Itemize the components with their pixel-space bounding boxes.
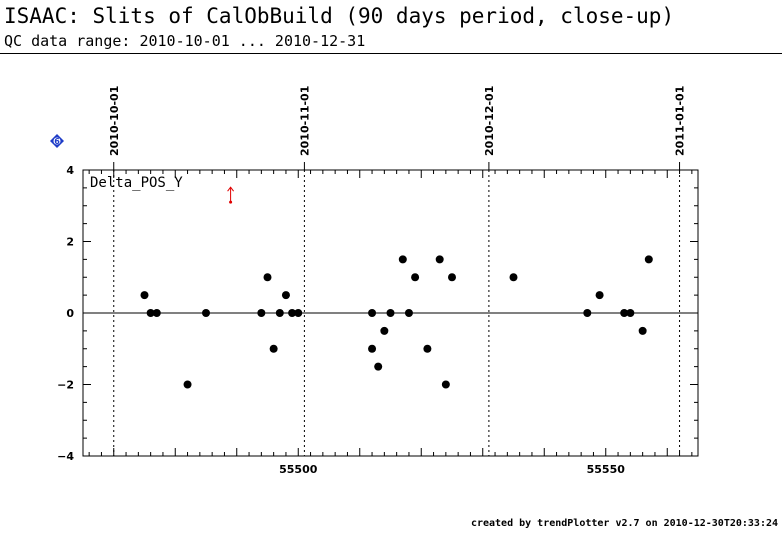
data-point xyxy=(595,291,604,300)
date-marker-label: 2010-11-01 xyxy=(298,86,311,156)
data-point xyxy=(626,309,635,317)
data-point xyxy=(140,291,149,300)
badge-label: 6 xyxy=(54,137,60,146)
outlier-arrow-head xyxy=(227,186,235,192)
data-point xyxy=(275,309,284,317)
outlier-point xyxy=(229,200,233,204)
y-tick-label: −2 xyxy=(57,379,74,392)
data-point xyxy=(152,309,161,317)
date-marker-label: 2010-10-01 xyxy=(108,86,121,156)
data-point xyxy=(183,380,192,389)
data-point xyxy=(368,309,377,317)
panel-label: Delta_POS_Y xyxy=(90,175,183,191)
y-tick-label: 4 xyxy=(66,164,74,177)
data-point xyxy=(583,309,592,317)
data-point xyxy=(441,380,450,389)
data-point xyxy=(368,344,377,353)
data-point xyxy=(269,344,278,353)
x-axis: 55500 55550 xyxy=(88,170,693,476)
y-tick-label: 0 xyxy=(66,307,74,320)
header-divider xyxy=(0,53,782,54)
chart-subtitle: QC data range: 2010-10-01 ... 2010-12-31 xyxy=(4,32,366,50)
data-point xyxy=(294,309,303,317)
badge-circle xyxy=(53,137,61,145)
data-points xyxy=(140,255,653,389)
data-point xyxy=(638,326,647,335)
y-tick-label: 2 xyxy=(66,236,74,249)
data-point xyxy=(644,255,653,264)
badge-icon: 6 xyxy=(50,134,64,148)
data-point xyxy=(374,362,383,371)
data-point xyxy=(281,291,290,300)
date-marker-label: 2010-12-01 xyxy=(483,86,496,156)
data-point xyxy=(509,273,518,282)
data-point xyxy=(380,326,389,335)
data-point xyxy=(620,309,629,317)
data-point xyxy=(288,309,297,317)
data-point xyxy=(448,273,456,282)
footer-credit: created by trendPlotter v2.7 on 2010-12-… xyxy=(470,518,778,529)
y-axis: −4 −2 0 2 4 xyxy=(57,164,698,463)
data-point xyxy=(146,309,155,317)
data-point xyxy=(423,344,432,353)
data-point xyxy=(398,255,407,264)
y-tick-label: −4 xyxy=(57,450,74,463)
data-point xyxy=(263,273,272,282)
data-point xyxy=(435,255,444,264)
x-tick-label: 55550 xyxy=(587,463,626,476)
data-point xyxy=(386,309,395,317)
outlier-marker xyxy=(227,186,235,204)
data-point xyxy=(257,309,266,317)
date-marker-label: 2011-01-01 xyxy=(674,86,687,156)
data-point xyxy=(411,273,420,282)
data-point xyxy=(404,309,413,317)
x-tick-label: 55500 xyxy=(279,463,318,476)
date-markers: 2010-10-01 2010-11-01 2010-12-01 2011-01-01 xyxy=(108,86,687,456)
data-point xyxy=(202,309,210,317)
chart-title: ISAAC: Slits of CalObBuild (90 days peri… xyxy=(4,4,675,28)
